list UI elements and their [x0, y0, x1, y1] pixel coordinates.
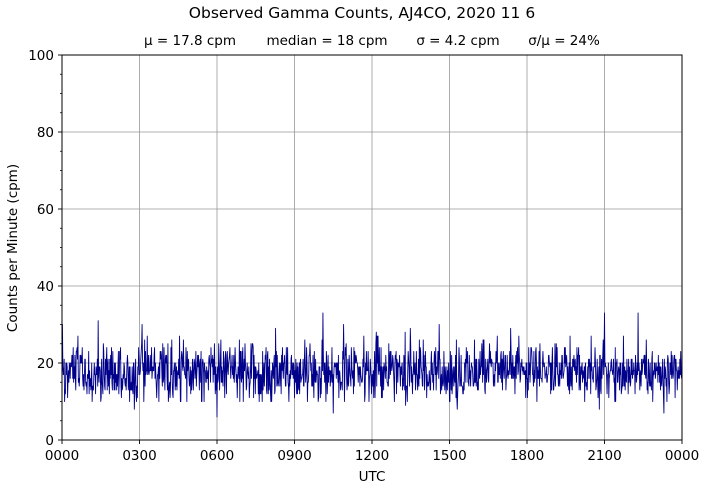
x-tick-label: 1200 [355, 448, 389, 464]
y-tick-label: 60 [37, 202, 54, 218]
grid [62, 55, 682, 440]
y-axis-label: Counts per Minute (cpm) [5, 164, 21, 332]
y-tick-label: 100 [28, 48, 54, 64]
x-tick-label: 1800 [510, 448, 544, 464]
stat-median: median = 18 cpm [266, 33, 387, 49]
x-tick-label: 0600 [200, 448, 234, 464]
stat-mean: μ = 17.8 cpm [144, 33, 236, 49]
y-tick-label: 40 [37, 279, 54, 295]
chart-title: Observed Gamma Counts, AJ4CO, 2020 11 6 [189, 4, 535, 22]
x-tick-label: 2100 [587, 448, 621, 464]
series-line [61, 312, 683, 418]
x-tick-label: 0300 [122, 448, 156, 464]
series-counts [61, 312, 683, 418]
y-tick-label: 0 [45, 433, 54, 449]
x-axis: 0000 0300 0600 0900 1200 1500 1800 2100 0000 [45, 440, 699, 464]
stat-sigma: σ = 4.2 cpm [416, 33, 499, 49]
stats-row: μ = 17.8 cpm median = 18 cpm σ = 4.2 cpm… [144, 33, 600, 49]
x-tick-label: 0000 [45, 448, 79, 464]
x-tick-label: 0900 [277, 448, 311, 464]
y-tick-label: 20 [37, 356, 54, 372]
stat-sigma-over-mu: σ/μ = 24% [528, 33, 600, 49]
x-tick-label: 0000 [665, 448, 699, 464]
x-axis-label: UTC [359, 469, 386, 485]
y-tick-label: 80 [37, 125, 54, 141]
x-tick-label: 1500 [432, 448, 466, 464]
y-axis: 0 20 40 60 80 100 [28, 48, 62, 449]
